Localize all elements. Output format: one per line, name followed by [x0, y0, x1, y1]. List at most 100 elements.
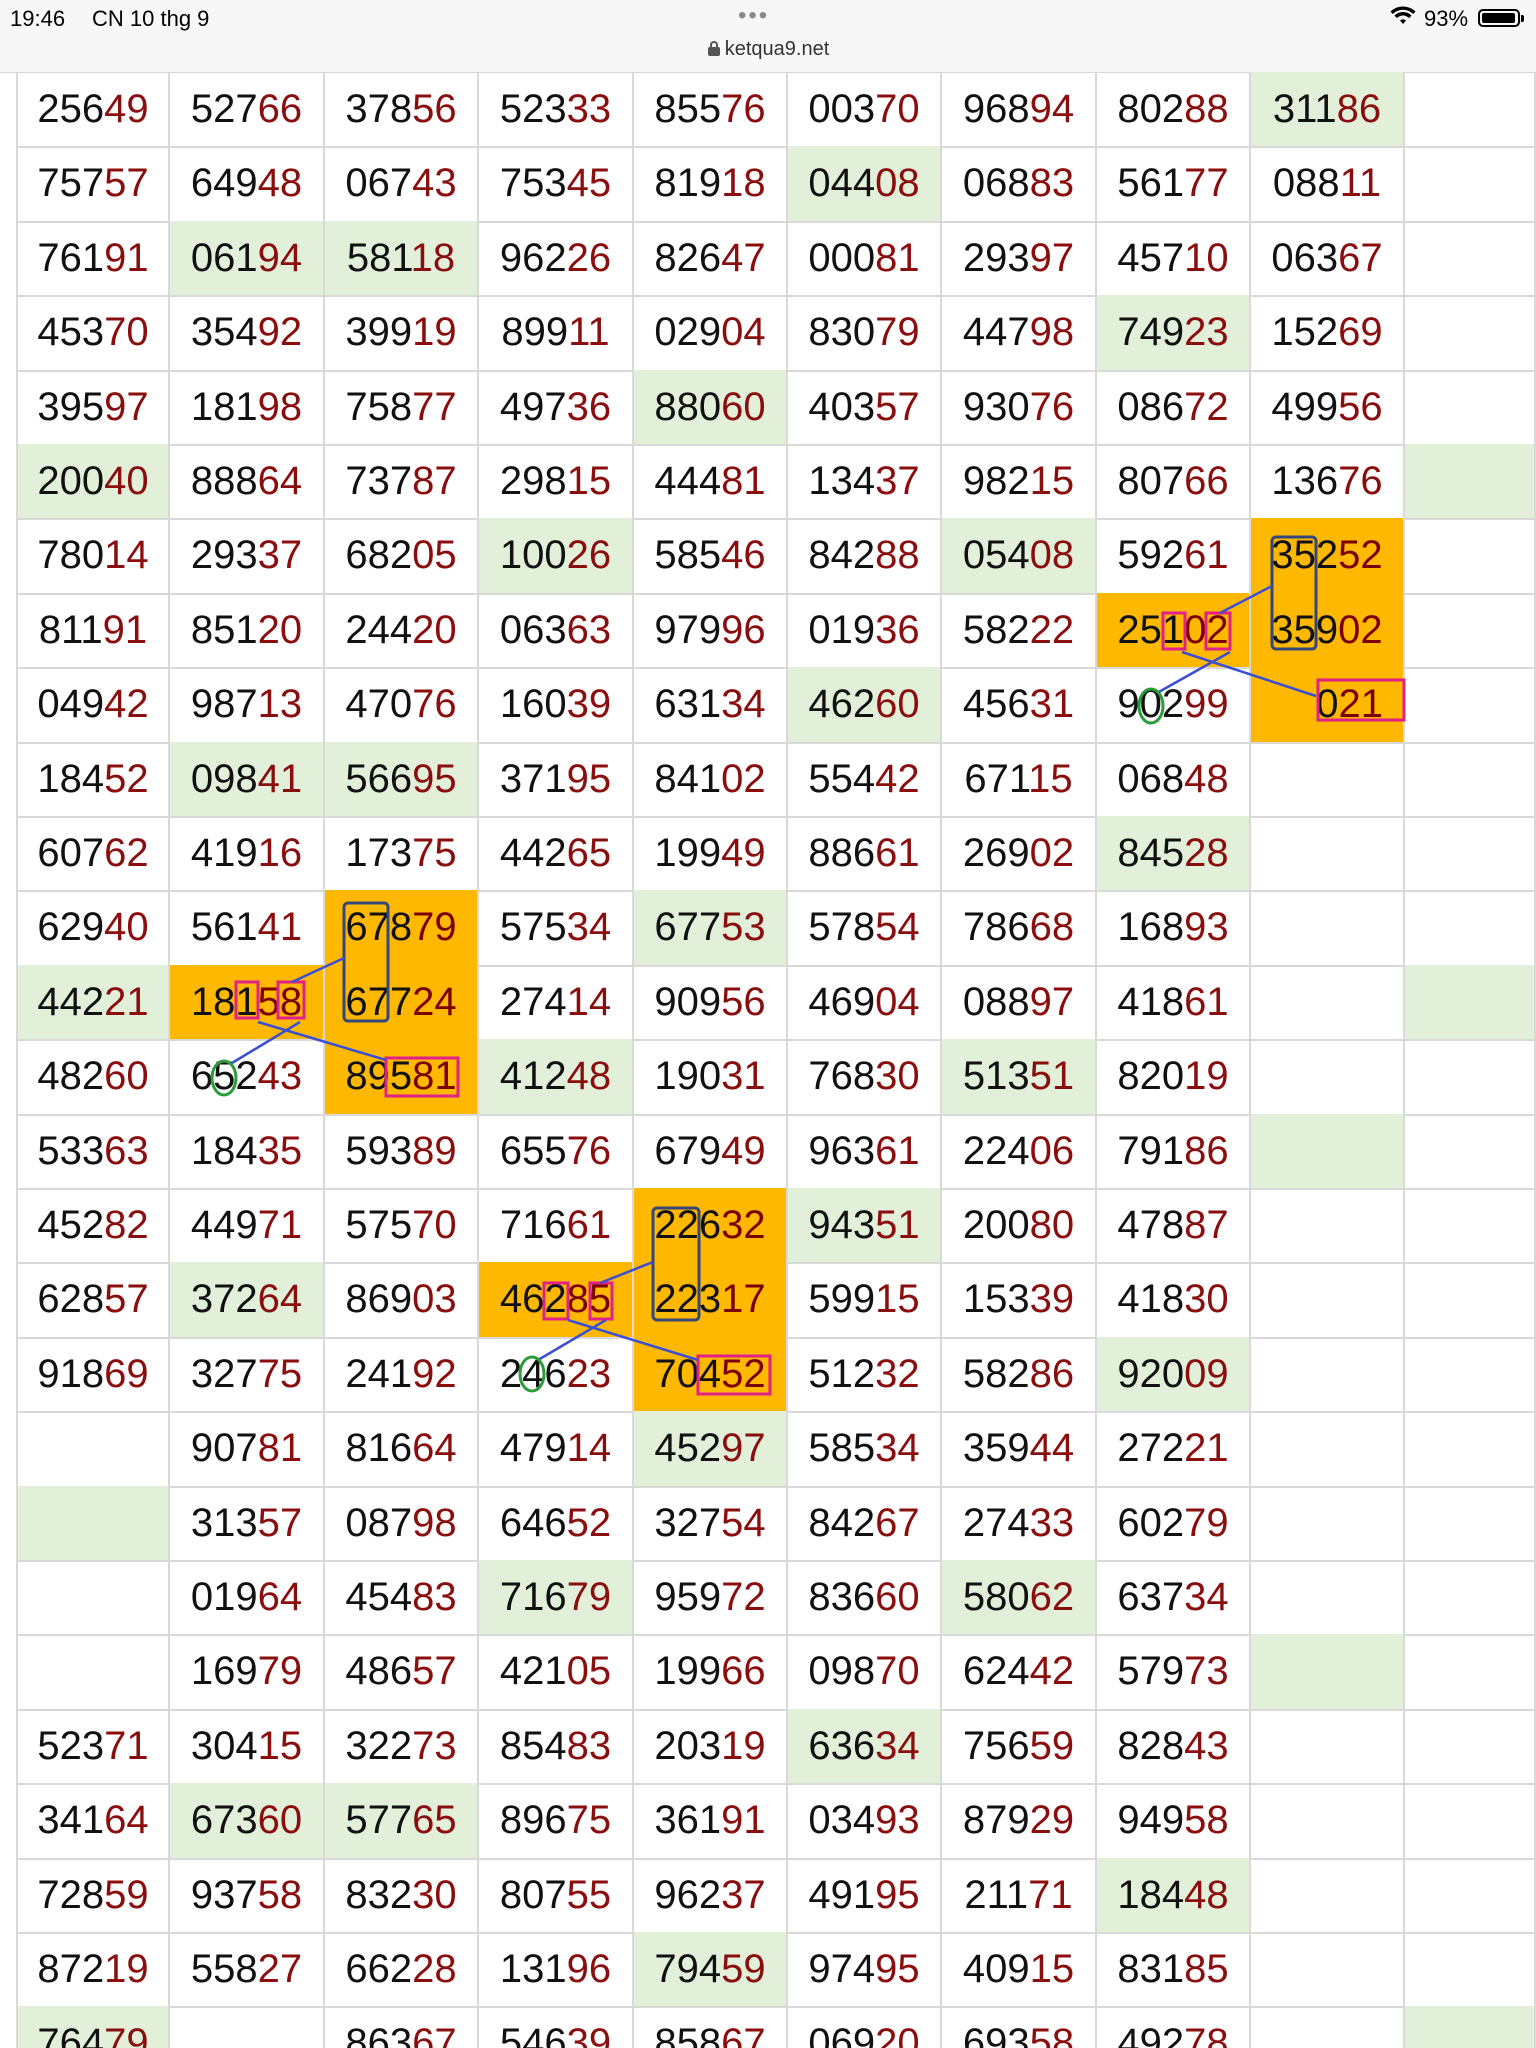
result-cell: 89911 — [479, 295, 634, 372]
result-cell: 31186 — [1251, 72, 1405, 149]
number-head: 652 — [190, 1054, 258, 1099]
number-head: 098 — [190, 756, 258, 801]
result-cell: 25102 — [1097, 592, 1251, 670]
number-head: 582 — [962, 1351, 1030, 1396]
number-head: 200 — [37, 459, 105, 503]
result-cell: 60762 — [16, 816, 170, 893]
number-head: 566 — [345, 756, 413, 801]
result-cell — [1405, 1113, 1536, 1190]
number-tail: 59 — [721, 1947, 766, 1991]
number-tail: 22 — [1029, 607, 1075, 652]
result-cell: 85483 — [479, 1708, 634, 1786]
number-tail: 14 — [566, 1426, 612, 1471]
result-cell: 84102 — [634, 741, 788, 818]
number-tail: 56 — [412, 87, 457, 131]
number-tail: 48 — [566, 1054, 612, 1099]
number-tail: 15 — [1029, 459, 1075, 503]
number-tail: 42 — [1029, 1649, 1075, 1694]
number-tail: 86 — [1184, 1128, 1229, 1173]
result-cell: 56695 — [325, 741, 479, 818]
result-cell: 91869 — [16, 1336, 170, 1414]
number-tail: 87 — [412, 459, 457, 503]
result-cell: 67724 — [325, 964, 479, 1042]
result-cell — [1251, 1039, 1405, 1116]
result-cell: 26902 — [942, 816, 1097, 893]
number-head: 902 — [1117, 682, 1185, 727]
number-tail: 77 — [1184, 161, 1229, 206]
number-head: 513 — [962, 1054, 1030, 1099]
number-head: 575 — [345, 1203, 413, 1247]
number-head: 003 — [808, 87, 876, 131]
number-head: 019 — [190, 1575, 258, 1619]
number-head: 421 — [499, 1649, 567, 1694]
result-cell: 52333 — [479, 72, 634, 149]
result-cell: 97996 — [634, 592, 788, 670]
number-tail: 43 — [1184, 1723, 1229, 1768]
result-cell — [1405, 1932, 1536, 2009]
result-cell: 83660 — [788, 1560, 942, 1637]
number-head: 585 — [654, 533, 722, 578]
number-tail: 20 — [875, 2021, 920, 2048]
number-head: 224 — [962, 1128, 1030, 1173]
number-head: 512 — [808, 1351, 876, 1396]
result-cell: 63634 — [788, 1708, 942, 1786]
result-cell: 20040 — [16, 444, 170, 521]
number-tail: 37 — [257, 533, 303, 578]
result-cell: 62940 — [16, 890, 170, 967]
number-tail: 04 — [721, 310, 766, 355]
number-tail: 04 — [875, 979, 920, 1024]
number-tail: 96 — [721, 607, 766, 652]
result-cell: 08811 — [1251, 146, 1405, 223]
result-cell: 41916 — [170, 816, 325, 893]
number-tail: 34 — [721, 682, 766, 727]
result-cell: 09841 — [170, 741, 325, 818]
number-head: 624 — [962, 1649, 1030, 1694]
result-cell: 98713 — [170, 667, 325, 744]
number-tail: 37 — [721, 1872, 766, 1917]
result-cell: 64652 — [479, 1485, 634, 1562]
number-tail: 29 — [1029, 1798, 1075, 1843]
result-cell: 66228 — [325, 1932, 479, 2009]
result-cell: 45710 — [1097, 220, 1251, 298]
number-tail: 58 — [257, 1872, 303, 1917]
number-tail: 89 — [412, 1128, 457, 1173]
number-tail: 69 — [104, 1351, 149, 1396]
result-cell: 08897 — [942, 964, 1097, 1042]
number-head: 200 — [962, 1203, 1030, 1247]
number-tail: 80 — [1029, 1203, 1075, 1247]
result-cell: 59389 — [325, 1113, 479, 1190]
result-cell: 96226 — [479, 220, 634, 298]
number-head: 246 — [499, 1351, 567, 1396]
result-cell: 15269 — [1251, 295, 1405, 372]
result-cell — [1251, 1113, 1405, 1190]
number-head: 869 — [345, 1277, 413, 1322]
result-cell: 41861 — [1097, 964, 1251, 1042]
number-head: 251 — [1117, 607, 1185, 652]
number-head: 482 — [37, 1054, 105, 1099]
number-head: 872 — [37, 1947, 105, 1991]
result-cell: 88060 — [634, 369, 788, 446]
result-cell: 00081 — [788, 220, 942, 298]
result-cell: 87219 — [16, 1932, 170, 2009]
number-head: 160 — [499, 682, 567, 727]
number-head: 920 — [1117, 1351, 1185, 1396]
number-tail: 21 — [1184, 1426, 1229, 1471]
result-cell: 85576 — [634, 72, 788, 149]
result-cell — [1405, 146, 1536, 223]
number-head: 963 — [808, 1128, 876, 1173]
number-tail: 85 — [1184, 1947, 1229, 1991]
result-cell: 20080 — [942, 1188, 1097, 1265]
result-cell: 49956 — [1251, 369, 1405, 446]
result-cell — [1251, 1485, 1405, 1562]
number-head: 677 — [654, 905, 722, 950]
address-bar[interactable]: ketqua9.net — [0, 38, 1536, 61]
result-cell: 89675 — [479, 1783, 634, 1860]
more-dots-icon[interactable]: ••• — [738, 2, 770, 29]
result-cell — [1251, 1188, 1405, 1265]
number-head: 044 — [808, 161, 876, 206]
result-cell: 58534 — [788, 1411, 942, 1488]
result-cell: 65243 — [170, 1039, 325, 1116]
number-tail: 57 — [104, 161, 149, 206]
number-head: 896 — [499, 1798, 567, 1843]
number-head: 199 — [654, 831, 722, 875]
